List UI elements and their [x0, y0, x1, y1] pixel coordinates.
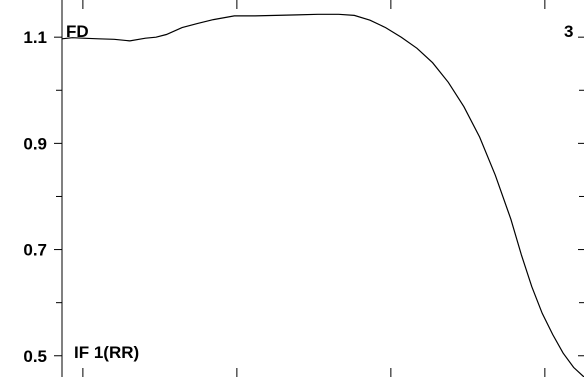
x-ticks — [82, 0, 546, 377]
series-group — [61, 13, 584, 377]
y-ticks: 0.5 0.7 0.9 1.1 — [23, 28, 584, 366]
y-tick-label: 0.7 — [23, 241, 47, 260]
y-tick-label: 0.5 — [23, 347, 47, 366]
corner-label-bottom-left: IF 1(RR) — [74, 343, 139, 362]
corner-label-top-right: 3 — [564, 22, 573, 41]
series-line — [61, 13, 584, 377]
y-tick-label: 0.9 — [23, 134, 47, 153]
y-tick-label: 1.1 — [23, 28, 47, 47]
corner-label-top-left: FD — [66, 22, 89, 41]
